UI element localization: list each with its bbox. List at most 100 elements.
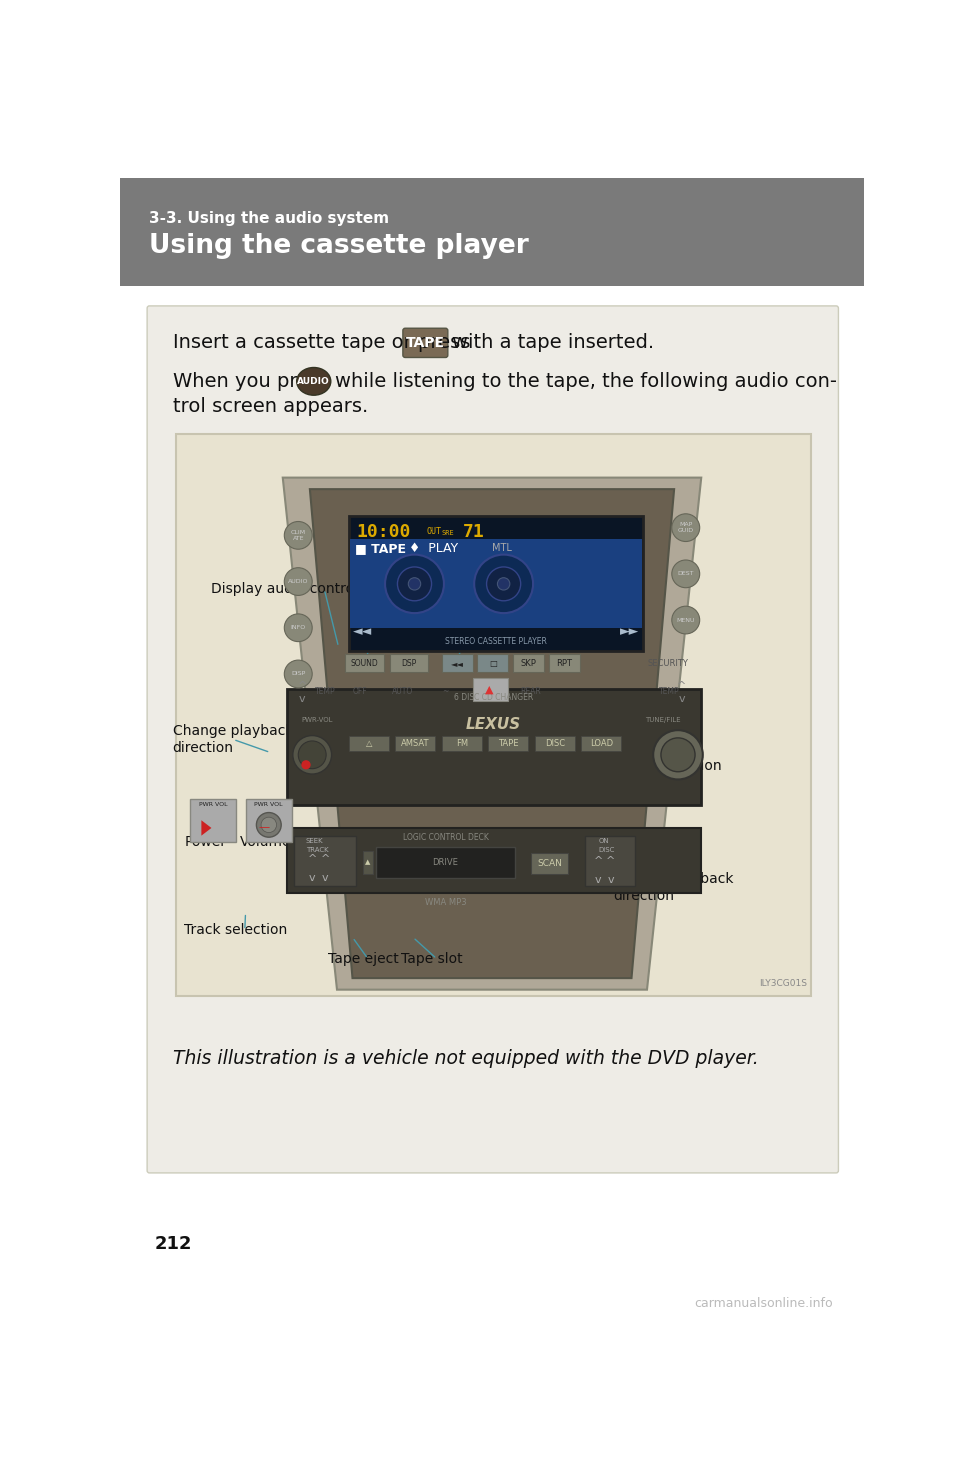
Text: SKP: SKP [520, 659, 537, 668]
Text: ^: ^ [307, 853, 317, 864]
Bar [581, 736, 621, 751]
Bar [176, 433, 811, 996]
Circle shape [672, 513, 700, 542]
Bar [348, 736, 389, 751]
Text: FM: FM [456, 739, 468, 748]
Circle shape [299, 741, 326, 769]
Text: with a tape inserted.: with a tape inserted. [452, 334, 654, 352]
Bar [548, 654, 580, 672]
Text: TUNE/FILE: TUNE/FILE [645, 717, 681, 723]
Text: 6 DISC CD CHANGER: 6 DISC CD CHANGER [454, 693, 533, 702]
Text: LEXUS: LEXUS [466, 717, 521, 732]
Circle shape [474, 555, 533, 613]
Bar [287, 828, 701, 893]
Text: Tape slot: Tape slot [400, 951, 462, 966]
Text: TEMP: TEMP [315, 687, 336, 696]
Circle shape [397, 567, 432, 601]
Text: Change playback
direction: Change playback direction [173, 724, 293, 755]
Circle shape [672, 605, 700, 634]
Text: v: v [608, 874, 613, 884]
Text: TAPE: TAPE [498, 739, 518, 748]
Text: Playback: Playback [612, 840, 675, 855]
Circle shape [497, 577, 510, 591]
Text: This illustration is a vehicle not equipped with the DVD player.: This illustration is a vehicle not equip… [173, 1049, 758, 1068]
Circle shape [256, 813, 281, 837]
Text: PWR VOL: PWR VOL [199, 803, 228, 807]
Text: SRE: SRE [442, 530, 454, 536]
Text: Repeat play: Repeat play [612, 721, 696, 735]
Text: ^: ^ [298, 681, 307, 690]
Circle shape [284, 521, 312, 549]
Text: Track selection: Track selection [184, 923, 288, 938]
Bar [442, 736, 482, 751]
Text: 71: 71 [464, 522, 485, 540]
Circle shape [261, 818, 276, 833]
Text: OUT: OUT [426, 527, 442, 536]
Bar [472, 678, 508, 700]
Text: STEREO CASSETTE PLAYER: STEREO CASSETTE PLAYER [444, 637, 547, 646]
Text: OFF: OFF [353, 687, 368, 696]
Text: Fast forward: Fast forward [423, 613, 510, 628]
Circle shape [653, 730, 703, 779]
Bar [345, 654, 383, 672]
Text: MTL: MTL [492, 543, 512, 554]
Text: MENU: MENU [677, 617, 695, 623]
Text: Change playback
direction: Change playback direction [612, 871, 733, 902]
Circle shape [408, 577, 420, 591]
Text: RPT: RPT [556, 659, 572, 668]
Text: □: □ [489, 659, 496, 668]
Text: DSP: DSP [401, 659, 417, 668]
FancyBboxPatch shape [403, 328, 447, 358]
Text: INFO: INFO [291, 625, 306, 631]
Text: v: v [322, 873, 328, 883]
Bar [375, 847, 516, 879]
Polygon shape [202, 821, 211, 835]
Text: ~: ~ [443, 687, 448, 696]
Bar [390, 654, 428, 672]
Bar [350, 539, 641, 628]
Text: AUDIO: AUDIO [288, 579, 308, 585]
Text: —: — [258, 822, 270, 833]
Text: while listening to the tape, the following audio con-: while listening to the tape, the followi… [335, 372, 837, 390]
Text: 10:00: 10:00 [356, 522, 411, 540]
Circle shape [385, 555, 444, 613]
Text: trol screen appears.: trol screen appears. [173, 396, 368, 416]
Circle shape [293, 736, 331, 775]
Bar [535, 736, 575, 751]
Text: MAP
GUID: MAP GUID [678, 522, 694, 533]
Text: 212: 212 [155, 1235, 192, 1252]
Text: DISP: DISP [291, 671, 305, 677]
Text: ^: ^ [606, 856, 615, 867]
Text: LOGIC CONTROL DECK: LOGIC CONTROL DECK [402, 834, 489, 843]
Text: SCAN: SCAN [537, 859, 562, 868]
Text: ^: ^ [593, 856, 603, 867]
Bar [396, 736, 436, 751]
Text: ON: ON [598, 838, 609, 844]
Text: v: v [679, 693, 685, 703]
Bar [477, 654, 508, 672]
Text: CLIM
ATE: CLIM ATE [291, 530, 306, 540]
Text: DEST: DEST [678, 571, 694, 576]
Text: SEEK: SEEK [306, 838, 324, 844]
Circle shape [487, 567, 520, 601]
Text: DISC: DISC [598, 846, 614, 852]
Text: WMA MP3: WMA MP3 [424, 898, 467, 907]
Bar [531, 853, 568, 874]
Text: DISC: DISC [544, 739, 564, 748]
Bar [585, 835, 636, 886]
Text: TAPE: TAPE [406, 335, 444, 350]
Text: When you press: When you press [173, 372, 329, 390]
Text: AUTO: AUTO [393, 687, 414, 696]
Bar [348, 516, 643, 651]
Text: ♦  PLAY: ♦ PLAY [409, 542, 458, 555]
Text: PWR-VOL: PWR-VOL [301, 717, 333, 723]
Text: carmanualsonline.info: carmanualsonline.info [694, 1297, 833, 1310]
Text: ■ TAPE: ■ TAPE [355, 542, 406, 555]
Text: Skip play: Skip play [612, 741, 677, 754]
Circle shape [284, 660, 312, 687]
Bar [120, 178, 864, 286]
Circle shape [672, 559, 700, 588]
Text: FRONT: FRONT [475, 687, 501, 696]
Text: ILY3CG01S: ILY3CG01S [759, 979, 807, 988]
Circle shape [301, 760, 311, 769]
